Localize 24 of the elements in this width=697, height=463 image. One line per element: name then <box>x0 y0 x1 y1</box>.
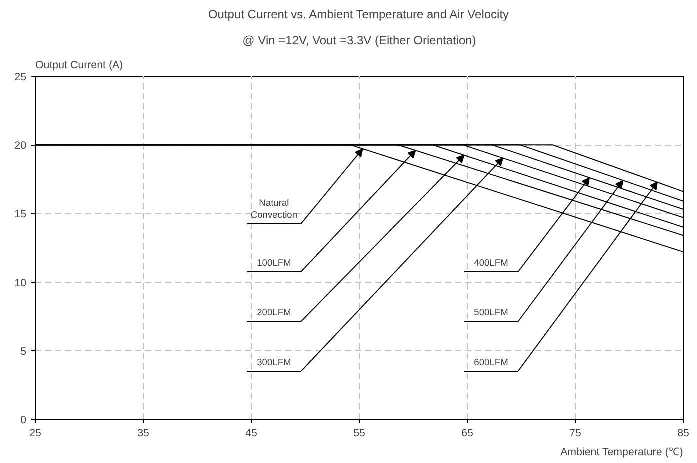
x-tick-label: 45 <box>246 428 258 440</box>
annotation: 500LFM <box>474 308 508 318</box>
x-tick-label: 85 <box>678 428 690 440</box>
y-tick-label: 5 <box>20 346 27 358</box>
x-tick-label: 55 <box>354 428 366 440</box>
x-tick-label: 75 <box>570 428 582 440</box>
x-tick-label: 65 <box>462 428 474 440</box>
chart-subtitle: @ Vin =12V, Vout =3.3V (Either Orientation) <box>242 34 476 48</box>
annotation: Natural Convection <box>250 198 298 220</box>
y-tick-label: 15 <box>14 208 27 221</box>
annotation: 200LFM <box>257 308 292 318</box>
y-tick-label: 25 <box>14 72 27 84</box>
annotation: 400LFM <box>474 258 508 268</box>
y-tick-label: 20 <box>14 140 27 152</box>
y-tick-label: 0 <box>20 414 27 426</box>
x-tick-label: 35 <box>138 428 150 440</box>
y-axis-title: Output Current (A) <box>36 60 124 72</box>
x-tick-label: 25 <box>30 428 42 440</box>
annotation: 100LFM <box>257 258 292 268</box>
annotation: 600LFM <box>474 357 508 368</box>
x-axis-title: Ambient Temperature (℃) <box>560 446 684 458</box>
annotation: 300LFM <box>257 357 292 368</box>
y-tick-label: 10 <box>14 277 27 290</box>
chart-title: Output Current vs. Ambient Temperature and Air Velocity <box>208 8 510 22</box>
